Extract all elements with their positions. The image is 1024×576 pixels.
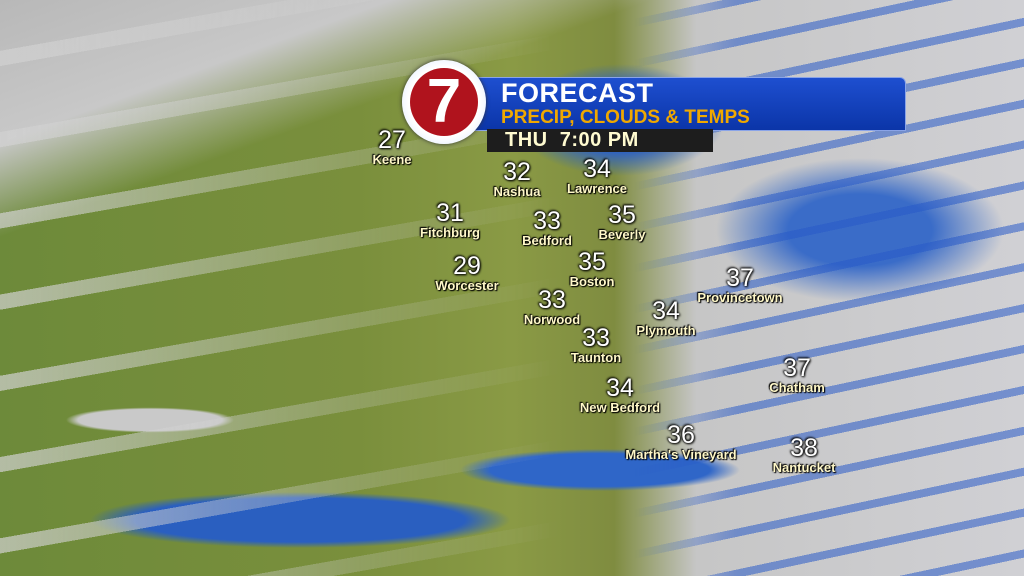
city-name: Lawrence <box>567 181 627 196</box>
city-name: Worcester <box>435 278 499 293</box>
city-worcester: 29 Worcester <box>435 252 499 294</box>
temp: 34 <box>652 297 680 325</box>
city-name: Chatham <box>769 380 825 395</box>
city-keene: 27 Keene <box>372 126 412 168</box>
city-name: Nantucket <box>772 460 836 475</box>
city-bedford: 33 Bedford <box>522 207 572 249</box>
city-taunton: 33 Taunton <box>570 324 622 366</box>
city-new-bedford: 34 New Bedford <box>579 374 661 416</box>
city-name: Bedford <box>522 233 572 248</box>
city-name: Nashua <box>493 184 541 199</box>
city-nashua: 32 Nashua <box>493 158 541 200</box>
temp: 33 <box>538 286 566 314</box>
temp: 31 <box>436 199 464 227</box>
temp: 27 <box>378 126 406 154</box>
temp: 36 <box>667 421 695 449</box>
city-name: New Bedford <box>579 400 661 415</box>
city-name: Provincetown <box>697 290 783 305</box>
temp: 37 <box>726 264 754 292</box>
temp: 33 <box>533 207 561 235</box>
forecast-time: THU 7:00 PM <box>505 129 639 151</box>
city-boston: 35 Boston <box>569 248 615 290</box>
temp: 35 <box>608 201 636 229</box>
city-chatham: 37 Chatham <box>769 354 825 396</box>
city-norwood: 33 Norwood <box>523 286 581 328</box>
city-name: Taunton <box>570 350 622 365</box>
city-nantucket: 38 Nantucket <box>772 434 836 476</box>
logo-number: 7 <box>410 68 478 136</box>
temp: 37 <box>783 354 811 382</box>
time-bar: THU 7:00 PM <box>487 129 713 152</box>
city-marthas-vineyard: 36 Martha's Vineyard <box>625 421 737 463</box>
temp: 33 <box>582 324 610 352</box>
city-name: Fitchburg <box>420 225 480 240</box>
banner-subtitle: PRECIP, CLOUDS & TEMPS <box>501 107 750 128</box>
channel-7-logo: 7 <box>402 60 486 144</box>
temp: 34 <box>583 155 611 183</box>
city-fitchburg: 31 Fitchburg <box>420 199 480 241</box>
temp: 38 <box>790 434 818 462</box>
city-beverly: 35 Beverly <box>598 201 646 243</box>
city-name: Plymouth <box>636 323 696 338</box>
banner-title: FORECAST <box>501 78 654 108</box>
temp: 34 <box>606 374 634 402</box>
city-plymouth: 34 Plymouth <box>636 297 696 339</box>
city-name: Keene <box>372 152 412 167</box>
city-name: Boston <box>569 274 615 289</box>
temp: 29 <box>453 252 481 280</box>
city-name: Martha's Vineyard <box>625 447 737 462</box>
city-lawrence: 34 Lawrence <box>567 155 627 197</box>
city-provincetown: 37 Provincetown <box>697 264 783 306</box>
forecast-banner: FORECAST PRECIP, CLOUDS & TEMPS <box>470 77 906 131</box>
city-name: Norwood <box>523 312 581 327</box>
city-name: Beverly <box>598 227 646 242</box>
temp: 35 <box>578 248 606 276</box>
temp: 32 <box>503 158 531 186</box>
